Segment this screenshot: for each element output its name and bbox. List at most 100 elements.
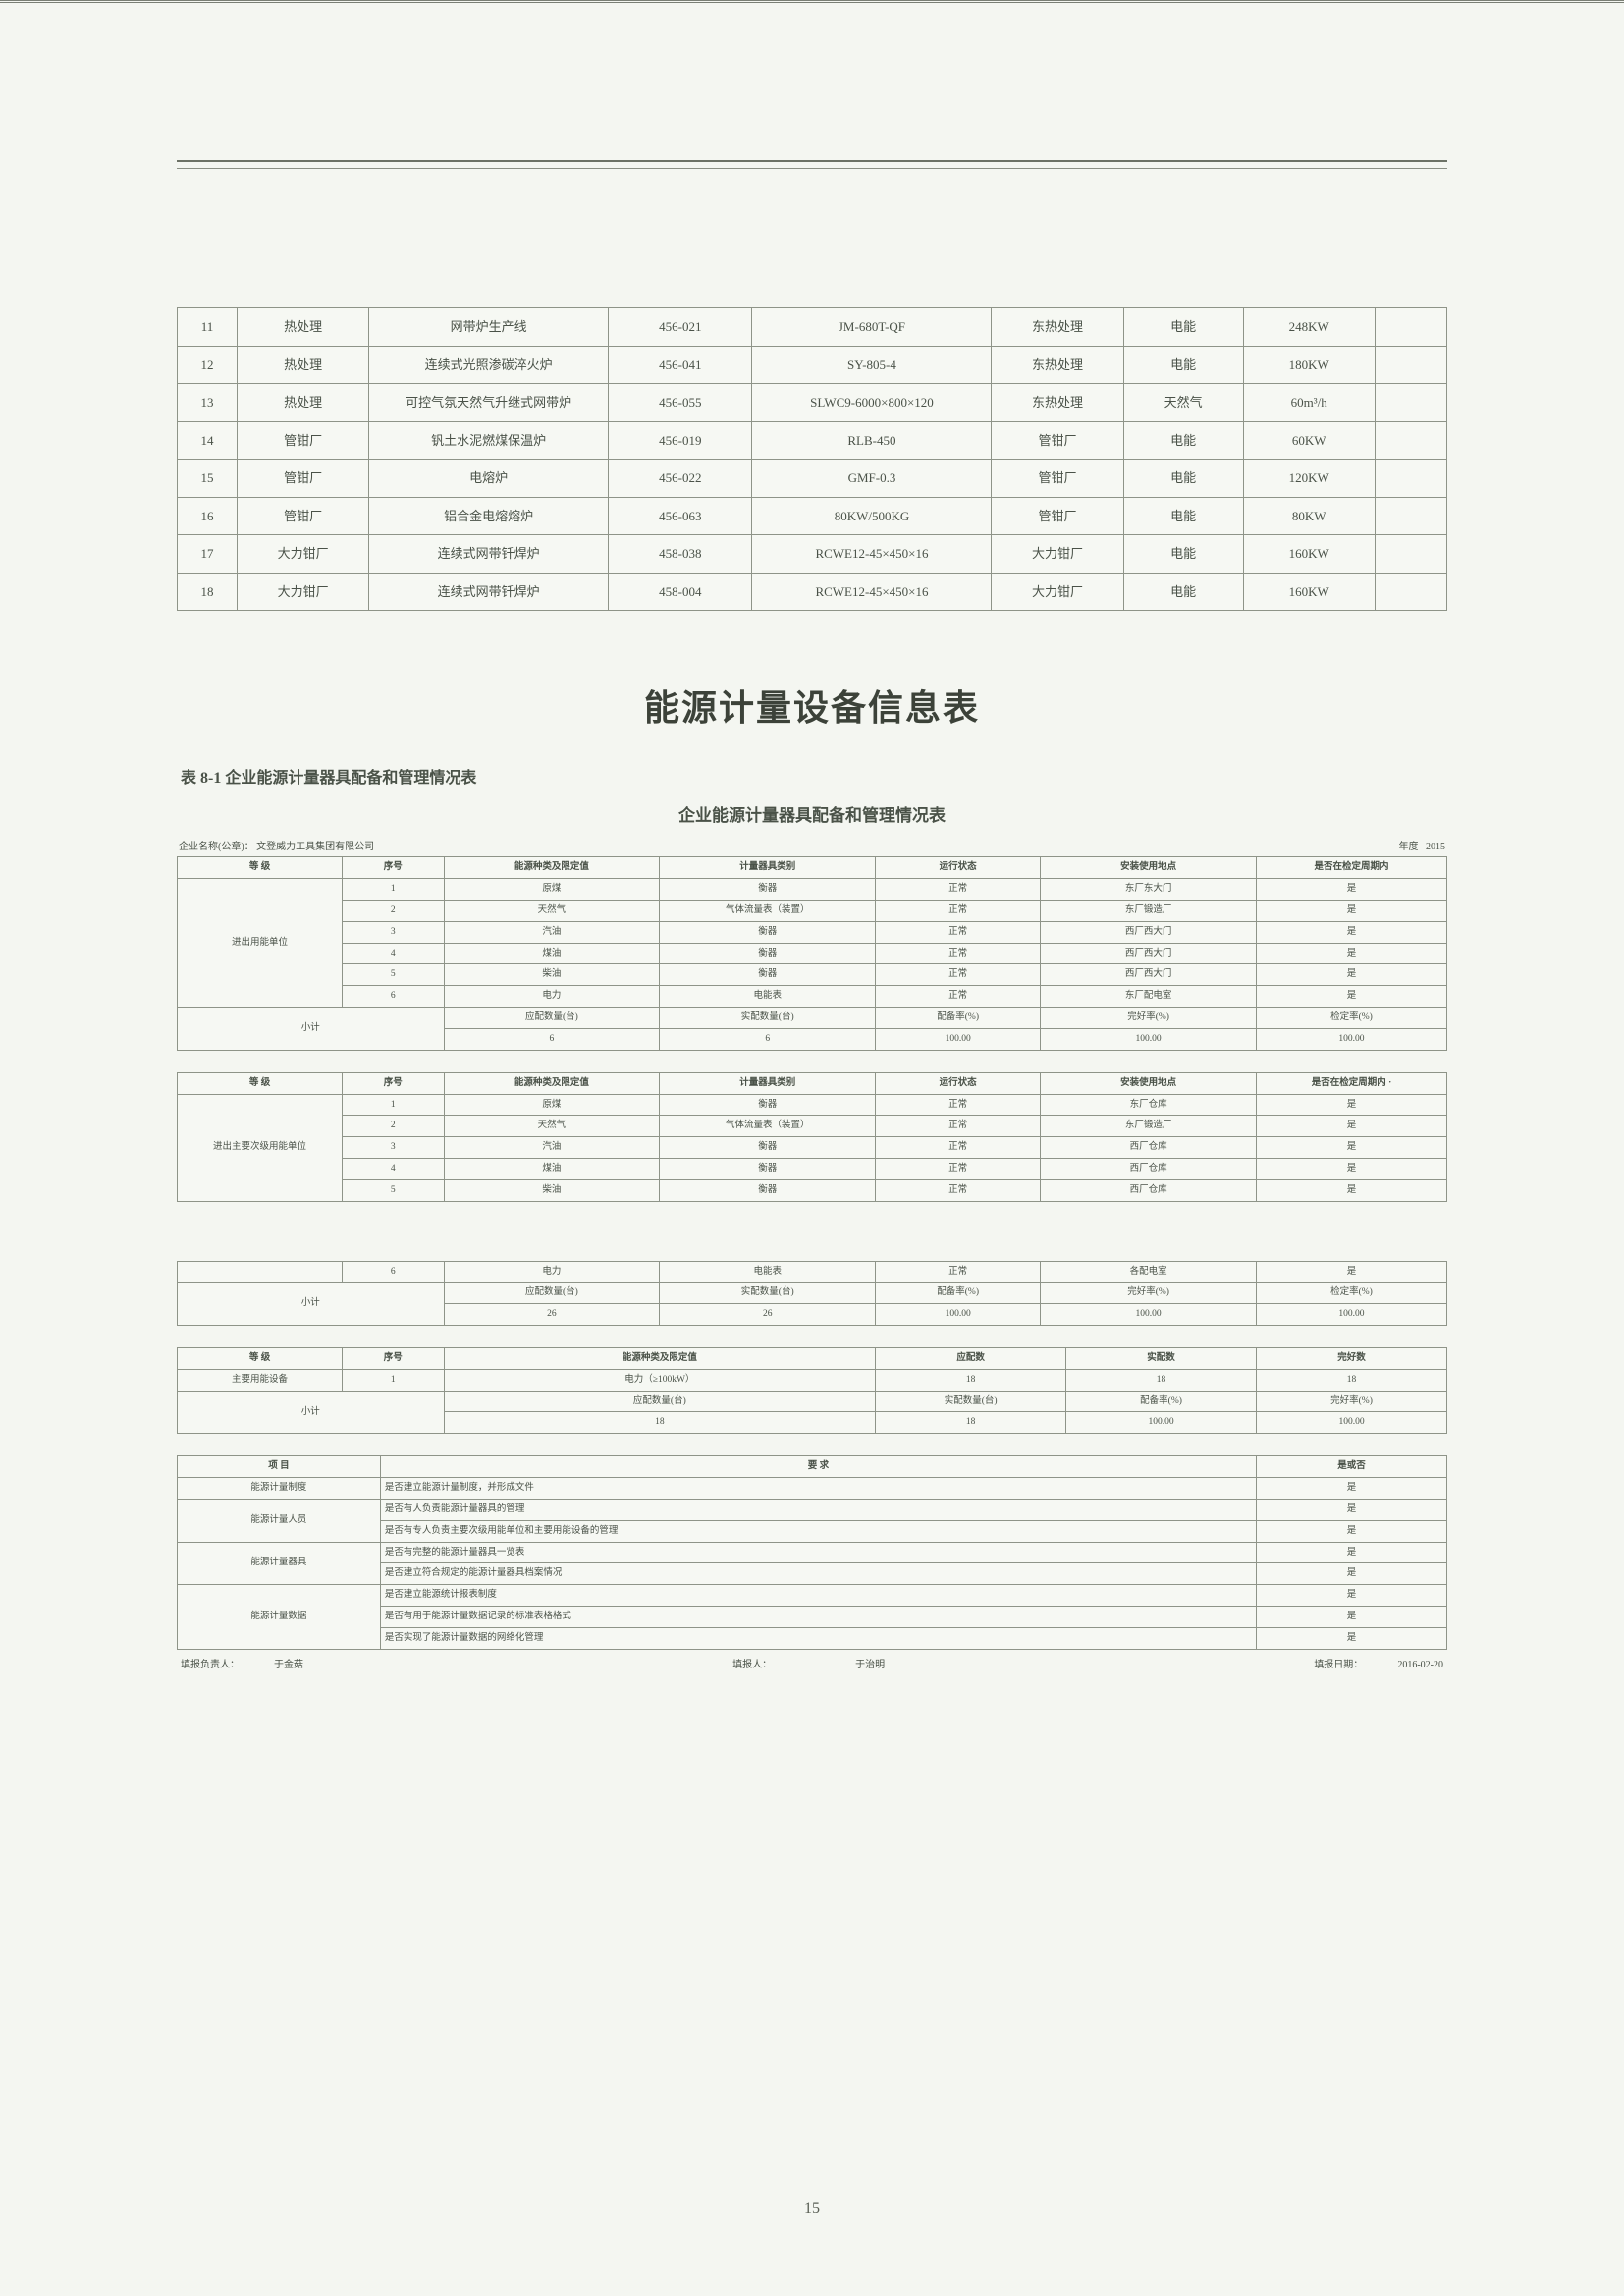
cell: 是否有完整的能源计量器具一览表 xyxy=(380,1542,1256,1563)
subtotal-label: 小计 xyxy=(178,1391,445,1434)
cell: 正常 xyxy=(876,943,1041,964)
cell: 是 xyxy=(1257,1585,1447,1607)
equipment-table: 11热处理网带炉生产线456-021JM-680T-QF东热处理电能248KW1… xyxy=(177,307,1447,611)
cell: 是 xyxy=(1256,943,1446,964)
cell: 衡器 xyxy=(660,1179,876,1201)
cell: 6 xyxy=(343,986,444,1008)
cell: 大力钳厂 xyxy=(992,573,1123,611)
cell: 汽油 xyxy=(444,1137,660,1159)
cell: 60m³/h xyxy=(1243,384,1375,422)
cell: 是 xyxy=(1256,986,1446,1008)
col-header: 运行状态 xyxy=(876,857,1041,879)
table-d: 等 级序号能源种类及限定值应配数实配数完好数 主要用能设备1电力（≥100kW）… xyxy=(177,1347,1447,1434)
row-group: 能源计量制度 xyxy=(178,1478,381,1500)
cell: 东厂东大门 xyxy=(1041,879,1257,901)
cell: 东热处理 xyxy=(992,346,1123,384)
cell: 完好率(%) xyxy=(1041,1008,1257,1029)
cell: 衡器 xyxy=(660,1158,876,1179)
col-header: 序号 xyxy=(343,1348,444,1370)
cell: 正常 xyxy=(876,1094,1041,1116)
cell: 应配数量(台) xyxy=(444,1008,660,1029)
cell: 是否建立能源计量制度，并形成文件 xyxy=(380,1478,1256,1500)
col-header: 序号 xyxy=(343,857,444,879)
col-header: 是或否 xyxy=(1257,1456,1447,1478)
cell: 100.00 xyxy=(1256,1028,1446,1050)
cell: 60KW xyxy=(1243,421,1375,460)
cell: 1 xyxy=(343,1369,444,1391)
cell: 是 xyxy=(1256,1179,1446,1201)
cell: 是否有用于能源计量数据记录的标准表格格式 xyxy=(380,1606,1256,1627)
cell: 4 xyxy=(343,943,444,964)
cell: 原煤 xyxy=(444,879,660,901)
cell: 18 xyxy=(1066,1369,1257,1391)
cell: SY-805-4 xyxy=(752,346,992,384)
cell: 458-004 xyxy=(609,573,752,611)
cell: 是否有人负责能源计量器具的管理 xyxy=(380,1499,1256,1520)
company-label: 企业名称(公章)： xyxy=(179,842,254,852)
cell xyxy=(178,1261,343,1283)
col-header: 计量器具类别 xyxy=(660,857,876,879)
cell: 正常 xyxy=(876,1261,1041,1283)
cell: 大力钳厂 xyxy=(237,573,368,611)
cell: 钒土水泥燃煤保温炉 xyxy=(369,421,609,460)
cell: 热处理 xyxy=(237,384,368,422)
cell: 东厂锻造厂 xyxy=(1041,901,1257,922)
cell: 456-063 xyxy=(609,497,752,535)
cell: 是 xyxy=(1256,1116,1446,1137)
cell: 配备率(%) xyxy=(876,1008,1041,1029)
cell: 正常 xyxy=(876,986,1041,1008)
col-header: 应配数 xyxy=(876,1348,1066,1370)
cell: 管钳厂 xyxy=(992,497,1123,535)
cell: 衡器 xyxy=(660,964,876,986)
cell: 管钳厂 xyxy=(237,421,368,460)
cell: 原煤 xyxy=(444,1094,660,1116)
cell: 18 xyxy=(876,1412,1066,1434)
cell: 电熔炉 xyxy=(369,460,609,498)
cell: 是 xyxy=(1256,964,1446,986)
cell: 11 xyxy=(178,308,238,347)
cell: 电能 xyxy=(1123,421,1243,460)
cell xyxy=(1375,308,1446,347)
cell xyxy=(1375,573,1446,611)
footer-row: 填报负责人： 于金菇 填报人： 于治明 填报日期： 2016-02-20 xyxy=(177,1650,1447,1670)
cell: 东热处理 xyxy=(992,384,1123,422)
cell: RCWE12-45×450×16 xyxy=(752,573,992,611)
cell: 热处理 xyxy=(237,346,368,384)
cell: 180KW xyxy=(1243,346,1375,384)
cell: 气体流量表（装置） xyxy=(660,901,876,922)
subtotal-label: 小计 xyxy=(178,1283,445,1326)
cell: 18 xyxy=(178,573,238,611)
cell: 电力 xyxy=(444,986,660,1008)
cell: 160KW xyxy=(1243,535,1375,574)
cell: 6 xyxy=(444,1028,660,1050)
cell: 西厂西大门 xyxy=(1041,964,1257,986)
cell: 248KW xyxy=(1243,308,1375,347)
col-header: 实配数 xyxy=(1066,1348,1257,1370)
cell: 西厂仓库 xyxy=(1041,1158,1257,1179)
col-header: 是否在检定周期内 xyxy=(1256,857,1446,879)
cell: 2 xyxy=(343,901,444,922)
cell: 458-038 xyxy=(609,535,752,574)
cell: 西厂仓库 xyxy=(1041,1179,1257,1201)
cell: 456-041 xyxy=(609,346,752,384)
cell: 12 xyxy=(178,346,238,384)
cell: 100.00 xyxy=(1066,1412,1257,1434)
section-title-8-1: 表 8-1 企业能源计量器具配备和管理情况表 xyxy=(181,764,1447,788)
cell: 4 xyxy=(343,1158,444,1179)
table-e: 项 目要 求是或否 能源计量制度是否建立能源计量制度，并形成文件是能源计量人员是… xyxy=(177,1455,1447,1649)
cell: 是 xyxy=(1257,1563,1447,1585)
cell: JM-680T-QF xyxy=(752,308,992,347)
cell: 衡器 xyxy=(660,879,876,901)
col-header: 等 级 xyxy=(178,1348,343,1370)
cell: 实配数量(台) xyxy=(660,1008,876,1029)
cell: 热处理 xyxy=(237,308,368,347)
cell: 西厂仓库 xyxy=(1041,1137,1257,1159)
cell: 电力（≥100kW） xyxy=(444,1369,876,1391)
page-number: 15 xyxy=(0,2200,1624,2217)
year-value: 2015 xyxy=(1426,842,1445,852)
row-group: 能源计量人员 xyxy=(178,1499,381,1542)
cell: 5 xyxy=(343,964,444,986)
cell xyxy=(1375,384,1446,422)
cell: 可控气氛天然气升继式网带炉 xyxy=(369,384,609,422)
year-label: 年度 xyxy=(1399,842,1419,852)
